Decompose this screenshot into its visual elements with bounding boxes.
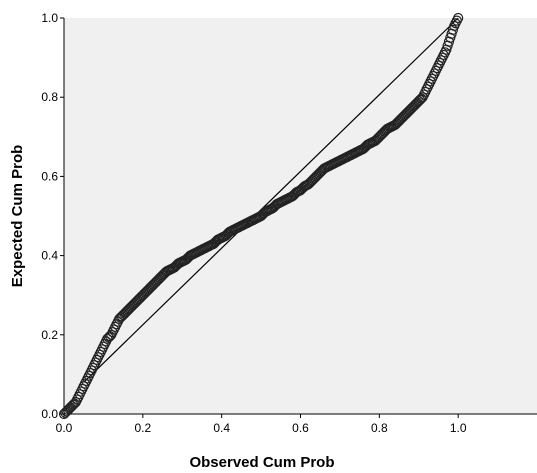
y-tick-label: 0.8 — [41, 90, 58, 104]
y-tick-label: 0.0 — [41, 407, 58, 421]
data-point — [453, 12, 464, 24]
x-tick-label: 1.0 — [450, 421, 467, 435]
reference-line — [83, 17, 459, 383]
x-tick-label: 0.6 — [292, 421, 309, 435]
x-tick-label: 0.0 — [56, 421, 73, 435]
x-axis-ticks: 0.0 0.2 0.4 0.6 0.8 1.0 — [56, 414, 467, 435]
plot-area — [64, 18, 537, 414]
y-axis-title: Expected Cum Prob — [9, 145, 26, 288]
y-tick-label: 0.2 — [41, 328, 58, 342]
x-axis-title: Observed Cum Prob — [189, 454, 334, 471]
x-tick-label: 0.4 — [213, 421, 230, 435]
x-tick-label: 0.2 — [134, 421, 151, 435]
y-tick-label: 0.4 — [41, 249, 58, 263]
y-tick-label: 1.0 — [41, 11, 58, 25]
y-tick-label: 0.6 — [41, 169, 58, 183]
data-points — [58, 12, 464, 420]
y-axis-ticks: 0.0 0.2 0.4 0.6 0.8 1.0 — [41, 11, 64, 421]
x-tick-label: 0.8 — [371, 421, 388, 435]
